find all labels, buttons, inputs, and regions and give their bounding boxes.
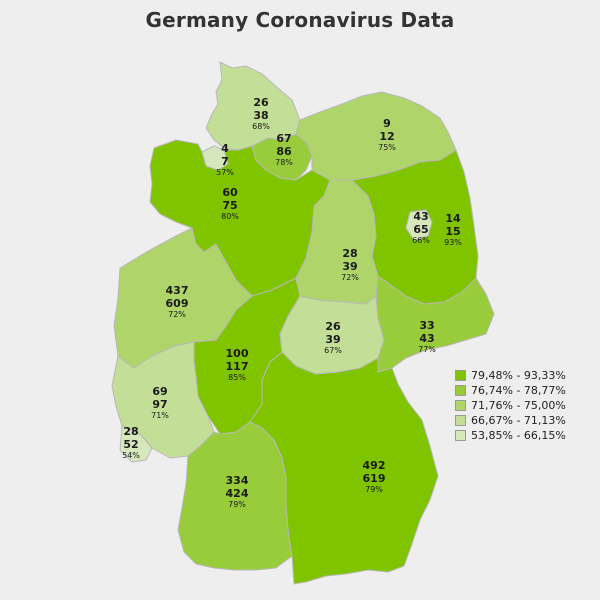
state-value-1: 28 (123, 425, 139, 438)
legend-label: 79,48% - 93,33% (471, 369, 566, 382)
state-label-nw: 437 609 72% (166, 285, 189, 319)
state-percent: 66% (412, 236, 430, 245)
state-value-2: 7 (221, 155, 229, 168)
state-label-sh: 26 38 68% (252, 97, 270, 131)
state-percent: 72% (168, 310, 186, 319)
legend-label: 76,74% - 78,77% (471, 384, 566, 397)
state-value-2: 65 (413, 223, 429, 236)
state-label-bb: 14 15 93% (444, 213, 462, 247)
state-label-bw: 334 424 79% (226, 475, 249, 509)
state-label-th: 26 39 67% (324, 321, 342, 355)
state-label-mv: 9 12 75% (378, 118, 396, 152)
state-value-2: 12 (379, 130, 395, 143)
state-label-sn: 33 43 77% (418, 320, 436, 354)
state-value-1: 334 (225, 474, 249, 487)
state-value-2: 117 (225, 360, 249, 373)
state-value-1: 28 (342, 247, 358, 260)
legend-item: 79,48% - 93,33% (455, 368, 566, 383)
state-label-he: 100 117 85% (226, 348, 249, 382)
state-value-2: 424 (225, 487, 249, 500)
state-value-1: 492 (362, 459, 386, 472)
state-shape-mv (295, 91, 457, 181)
state-value-1: 60 (222, 186, 238, 199)
state-value-1: 437 (165, 284, 189, 297)
state-value-2: 52 (123, 438, 139, 451)
state-percent: 93% (444, 238, 462, 247)
legend-label: 71,76% - 75,00% (471, 399, 566, 412)
map-title: Germany Coronavirus Data (145, 8, 455, 32)
state-value-2: 39 (325, 333, 341, 346)
state-value-1: 4 (221, 142, 229, 155)
legend-item: 71,76% - 75,00% (455, 398, 566, 413)
state-value-1: 14 (445, 212, 461, 225)
state-value-2: 619 (362, 472, 386, 485)
state-value-2: 38 (253, 109, 269, 122)
legend-swatch (455, 385, 466, 396)
state-label-be: 43 65 66% (412, 211, 430, 245)
state-percent: 67% (324, 346, 342, 355)
state-value-2: 39 (342, 260, 358, 273)
map-legend: 79,48% - 93,33% 76,74% - 78,77% 71,76% - 7… (455, 368, 566, 443)
legend-item: 66,67% - 71,13% (455, 413, 566, 428)
state-value-2: 15 (445, 225, 461, 238)
state-label-by: 492 619 79% (363, 460, 386, 494)
state-value-2: 43 (419, 332, 435, 345)
state-value-1: 26 (325, 320, 341, 333)
state-shape-sh (205, 61, 301, 151)
legend-swatch (455, 415, 466, 426)
state-value-1: 67 (276, 132, 292, 145)
state-percent: 77% (418, 345, 436, 354)
state-shape-sl (119, 425, 153, 463)
legend-swatch (455, 370, 466, 381)
state-percent: 71% (151, 411, 169, 420)
state-shape-hb (201, 145, 229, 171)
state-value-1: 9 (383, 117, 391, 130)
state-percent: 75% (378, 143, 396, 152)
state-percent: 57% (216, 168, 234, 177)
legend-swatch (455, 430, 466, 441)
state-label-sl: 28 52 54% (122, 426, 140, 460)
state-percent: 80% (221, 212, 239, 221)
legend-label: 53,85% - 66,15% (471, 429, 566, 442)
state-percent: 79% (228, 500, 246, 509)
legend-item: 76,74% - 78,77% (455, 383, 566, 398)
state-label-hh: 67 86 78% (275, 133, 293, 167)
state-percent: 72% (341, 273, 359, 282)
state-label-ni: 60 75 80% (221, 187, 239, 221)
state-shape-be (405, 209, 433, 241)
state-label-rp: 69 97 71% (151, 386, 169, 420)
state-value-1: 43 (413, 210, 429, 223)
state-value-1: 26 (253, 96, 269, 109)
state-value-2: 86 (276, 145, 292, 158)
state-value-2: 97 (152, 398, 168, 411)
state-value-1: 33 (419, 319, 435, 332)
state-percent: 54% (122, 451, 140, 460)
legend-label: 66,67% - 71,13% (471, 414, 566, 427)
state-label-hb: 4 7 57% (216, 143, 234, 177)
state-label-st: 28 39 72% (341, 248, 359, 282)
legend-swatch (455, 400, 466, 411)
state-percent: 85% (228, 373, 246, 382)
state-percent: 68% (252, 122, 270, 131)
state-value-2: 75 (222, 199, 238, 212)
state-value-1: 100 (225, 347, 249, 360)
state-percent: 79% (365, 485, 383, 494)
legend-item: 53,85% - 66,15% (455, 428, 566, 443)
state-value-1: 69 (152, 385, 168, 398)
state-percent: 78% (275, 158, 293, 167)
state-value-2: 609 (165, 297, 189, 310)
